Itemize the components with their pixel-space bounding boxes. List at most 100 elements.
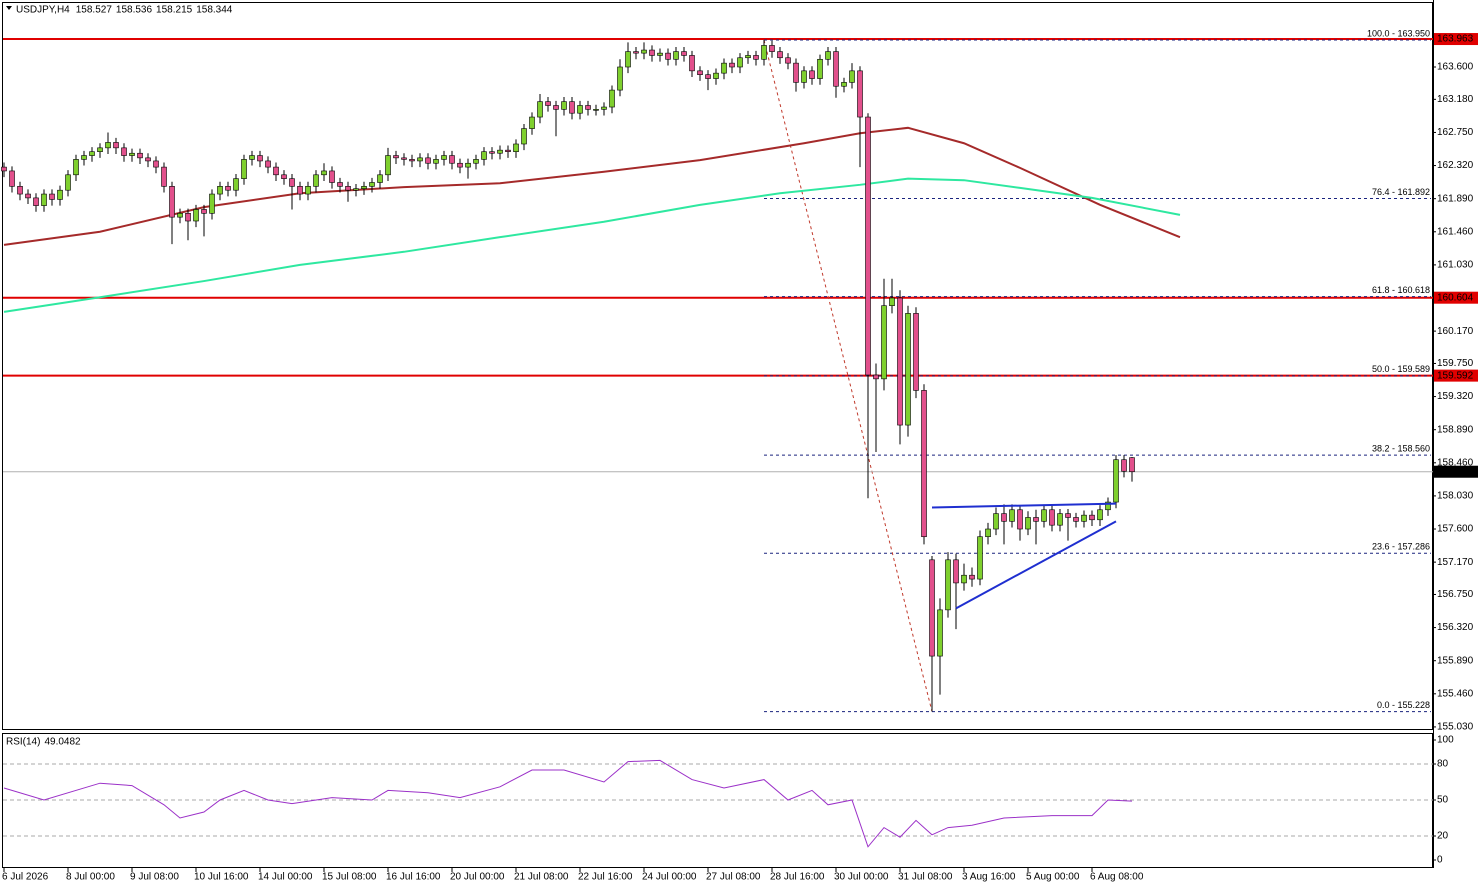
candle-body: [377, 174, 383, 183]
candle-body: [177, 213, 183, 218]
header-value: 158.527: [76, 5, 113, 16]
x-tick-label: 6 Jul 2026: [2, 872, 49, 883]
candle-body: [817, 58, 823, 79]
candle-body: [121, 147, 127, 156]
y-tick-label: 157.170: [1437, 557, 1474, 568]
candle-body: [225, 186, 231, 191]
candle-body: [961, 574, 967, 584]
candle-body: [649, 49, 655, 56]
indicator-title: RSI(14): [6, 737, 40, 748]
candle-body: [41, 193, 47, 206]
level-box: [1434, 369, 1478, 382]
candle-body: [945, 559, 951, 611]
candle-body: [737, 57, 743, 68]
candle-body: [1049, 509, 1055, 526]
y-tick-label: 161.460: [1437, 226, 1474, 237]
candle-body: [329, 170, 335, 183]
candle-body: [841, 82, 847, 87]
candle-body: [473, 159, 479, 164]
candle-body: [873, 374, 879, 380]
candle-body: [401, 157, 407, 160]
candle-body: [489, 151, 495, 154]
candle-body: [681, 51, 687, 56]
candle-body: [969, 574, 975, 580]
candle-body: [1001, 513, 1007, 522]
y-tick-label: 0: [1437, 855, 1443, 866]
x-tick-label: 8 Jul 00:00: [66, 872, 115, 883]
candle-body: [209, 193, 215, 214]
y-tick-label: 162.750: [1437, 127, 1474, 138]
y-tick-label: 163.180: [1437, 94, 1474, 105]
candle-body: [369, 182, 375, 187]
candle-body: [361, 186, 367, 189]
candle-body: [889, 297, 895, 307]
candle-body: [345, 186, 351, 191]
y-tick-label: 158.460: [1437, 457, 1474, 468]
candle-body: [185, 213, 191, 222]
candle-body: [65, 174, 71, 191]
x-tick-label: 28 Jul 16:00: [770, 872, 825, 883]
rsi-line: [3, 759, 1133, 848]
candle-body: [833, 51, 839, 87]
x-tick-label: 14 Jul 00:00: [258, 872, 313, 883]
candle-body: [585, 105, 591, 110]
candle-body: [985, 528, 991, 538]
candle-body: [689, 55, 695, 72]
candle-body: [769, 45, 775, 52]
y-tick-label: 157.600: [1437, 524, 1474, 535]
x-tick-label: 9 Jul 08:00: [130, 872, 179, 883]
candle-body: [593, 109, 599, 111]
header-value: 158.536: [116, 5, 153, 16]
candle-body: [881, 305, 887, 380]
fib-label: 100.0 - 163.950: [1367, 28, 1430, 38]
candle-body: [297, 186, 303, 195]
y-tick-label: 20: [1437, 831, 1449, 842]
candle-body: [233, 178, 239, 191]
candle-body: [537, 101, 543, 118]
candle-body: [577, 105, 583, 114]
candle-body: [665, 52, 671, 60]
candle-body: [857, 70, 863, 118]
x-tick-label: 21 Jul 08:00: [514, 872, 569, 883]
candle-body: [281, 174, 287, 179]
candle-body: [601, 106, 607, 110]
x-tick-label: 3 Aug 16:00: [962, 872, 1016, 883]
candle-body: [561, 101, 567, 110]
candle-body: [793, 62, 799, 83]
menu-icon[interactable]: [6, 6, 12, 10]
candle-body: [217, 186, 223, 195]
candle-body: [73, 159, 79, 176]
candle-body: [625, 51, 631, 68]
candle-body: [425, 157, 431, 164]
level-box: [1434, 291, 1478, 304]
candle-body: [9, 170, 15, 187]
price-pane: [2, 2, 1433, 730]
candle-body: [1073, 517, 1079, 522]
y-tick-label: 159.750: [1437, 358, 1474, 369]
candle-body: [729, 62, 735, 68]
candle-body: [825, 51, 831, 60]
candle-body: [905, 313, 911, 426]
candle-body: [657, 52, 663, 56]
candle-body: [505, 149, 511, 152]
level-box-label: 160.604: [1437, 292, 1474, 303]
candle-body: [57, 189, 63, 200]
candle-body: [1041, 509, 1047, 522]
current-price-box: [1434, 465, 1478, 478]
candle-body: [161, 166, 167, 187]
fib-label: 23.6 - 157.286: [1372, 542, 1430, 552]
y-tick-label: 50: [1437, 795, 1449, 806]
candle-body: [921, 390, 927, 538]
candle-body: [137, 152, 143, 159]
x-tick-label: 16 Jul 16:00: [386, 872, 441, 883]
candle-body: [105, 142, 111, 149]
x-tick-label: 24 Jul 00:00: [642, 872, 697, 883]
x-tick-label: 6 Aug 08:00: [1090, 872, 1144, 883]
y-tick-label: 155.890: [1437, 655, 1474, 666]
indicator-value: 49.0482: [44, 737, 81, 748]
candle-body: [337, 182, 343, 187]
candle-body: [145, 157, 151, 162]
y-tick-label: 156.750: [1437, 589, 1474, 600]
